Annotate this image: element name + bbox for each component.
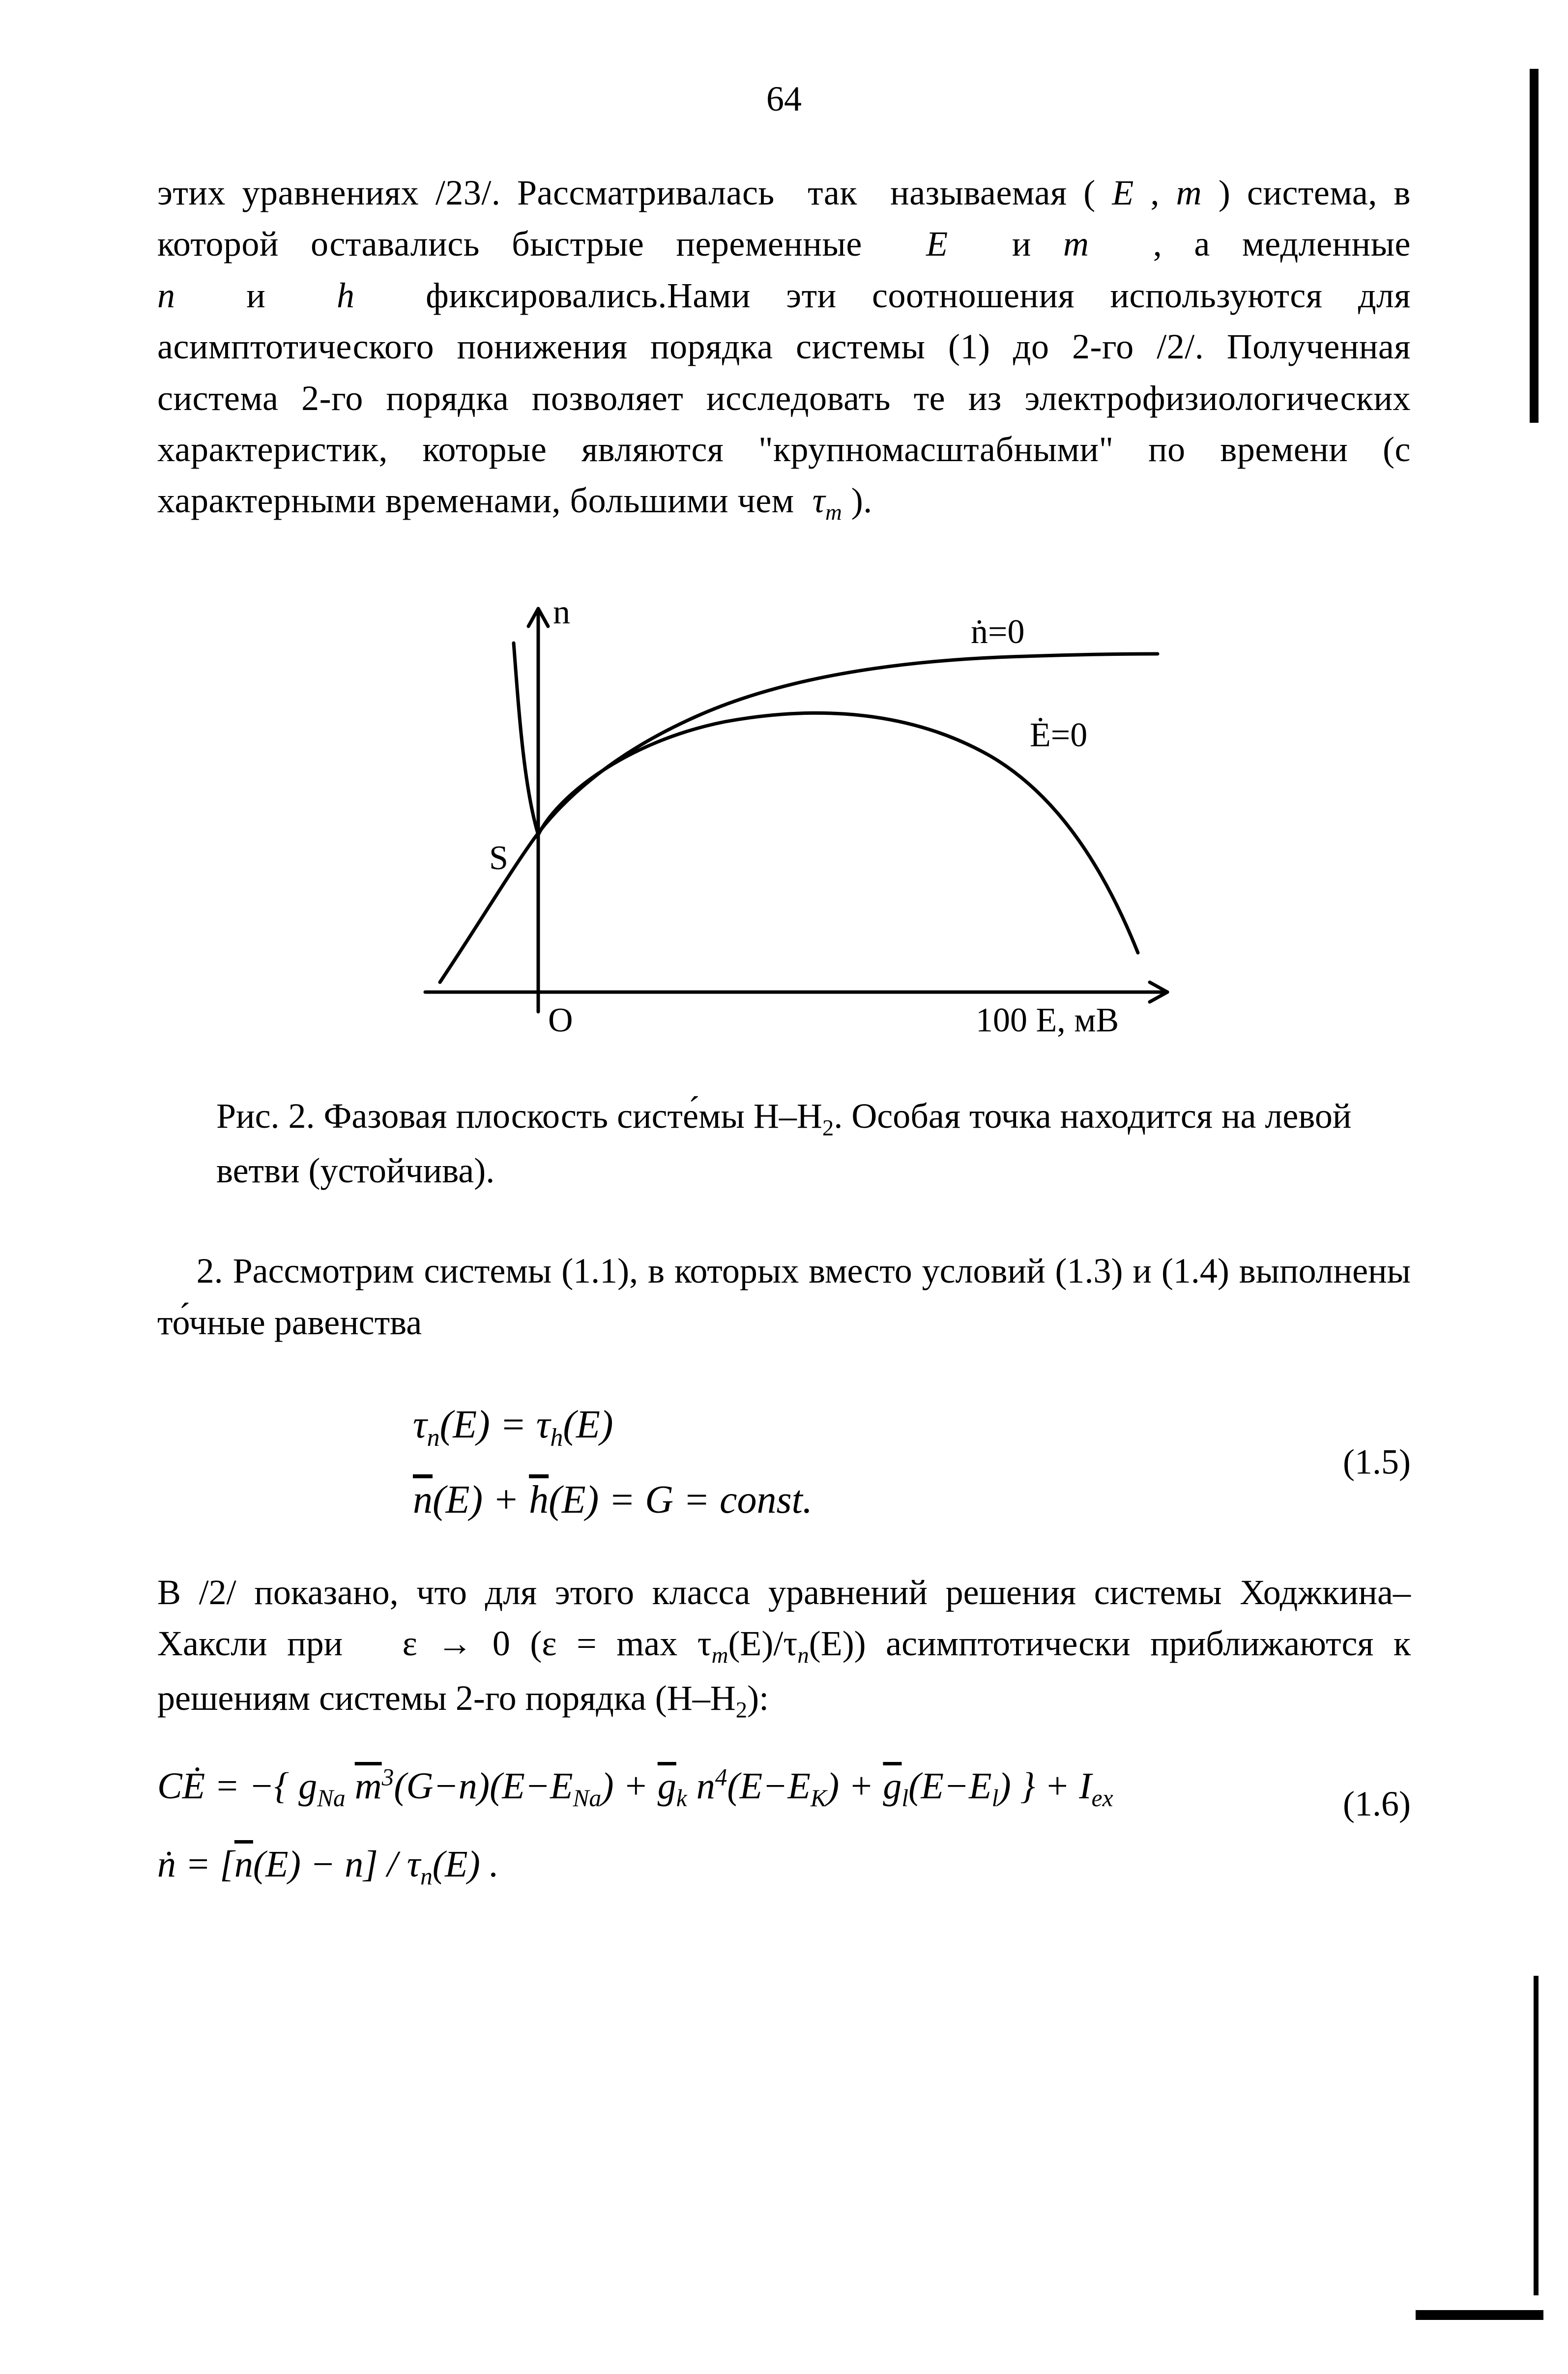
eq15-number: (1.5) [1343, 1429, 1411, 1496]
svg-text:100 E, мВ: 100 E, мВ [976, 1001, 1119, 1039]
scan-artifact-corner [1416, 2310, 1543, 2320]
phase-plane-svg: n ṅ=0 Ė=0 S O 100 E, мВ [351, 579, 1217, 1061]
scan-artifact-bottom [1534, 1976, 1539, 2295]
eq15-line2: n(E) + h(E) = G = const. [413, 1463, 1411, 1537]
equation-1-5: τn(E) = τh(E) n(E) + h(E) = G = const. (… [157, 1387, 1411, 1537]
page-number: 64 [766, 79, 802, 119]
eq15-line1: τn(E) = τh(E) [413, 1387, 1411, 1463]
svg-text:S: S [489, 839, 508, 877]
scan-artifact-top [1530, 69, 1539, 423]
paragraph-1: этих уравнениях /23/. Рассматривалась та… [157, 167, 1411, 530]
equation-1-6: CĖ = −{ gNa m3(G−n)(E−ENa) + gk n4(E−EK)… [157, 1747, 1411, 1904]
figure-2: n ṅ=0 Ė=0 S O 100 E, мВ [157, 579, 1411, 1061]
eq16-number: (1.6) [1343, 1767, 1411, 1841]
paragraph-3: В /2/ показано, что для этого класса ура… [157, 1567, 1411, 1728]
figure-2-caption: Рис. 2. Фазовая плоскость систе́мы H–H2.… [216, 1090, 1352, 1197]
svg-text:Ė=0: Ė=0 [1030, 716, 1087, 754]
paragraph-2: 2. Рассмотрим системы (1.1), в которых в… [157, 1245, 1411, 1348]
svg-text:O: O [548, 1001, 573, 1039]
svg-text:ṅ=0: ṅ=0 [971, 613, 1024, 651]
eq16-line2: ṅ = [n(E) − n] / τn(E) . [157, 1825, 1411, 1904]
eq16-line1: CĖ = −{ gNa m3(G−n)(E−ENa) + gk n4(E−EK)… [157, 1747, 1411, 1826]
svg-text:n: n [553, 593, 570, 631]
page: 64 этих уравнениях /23/. Рассматривалась… [0, 0, 1568, 2374]
